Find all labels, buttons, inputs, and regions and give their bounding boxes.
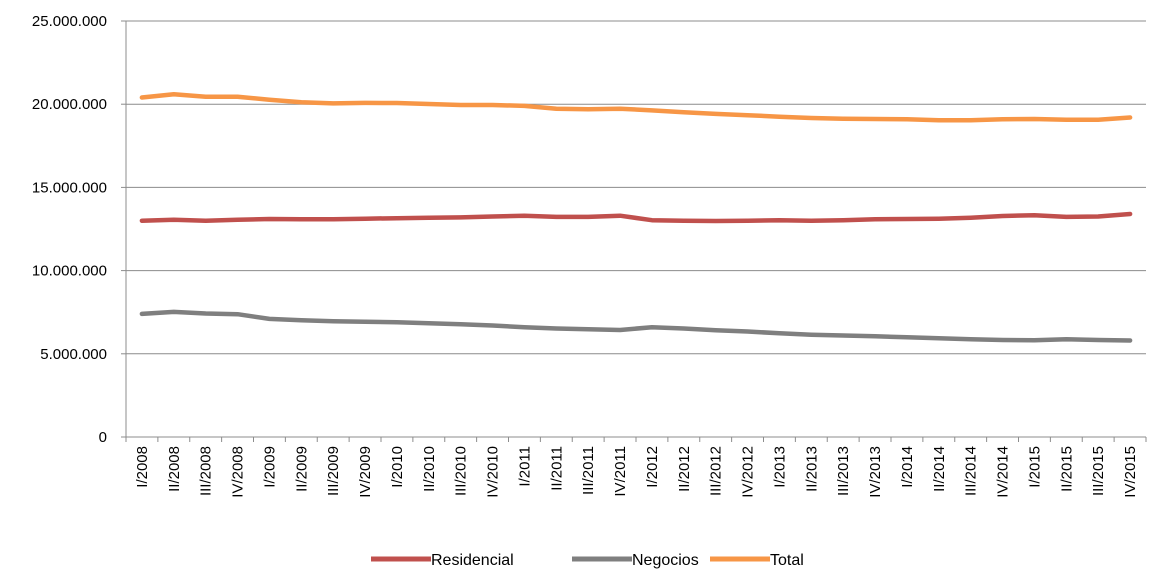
x-tick-label: IV/2015	[1122, 446, 1139, 498]
legend-label: Total	[770, 552, 804, 569]
x-tick-label: I/2015	[1026, 446, 1043, 488]
legend-item-residencial: Residencial	[371, 552, 514, 569]
x-tick-label: IV/2013	[867, 446, 884, 498]
x-tick-label: IV/2008	[230, 446, 247, 498]
tick-labels: 0 5.000.000 10.000.000 15.000.000 20.000.000…	[32, 13, 1139, 498]
y-tick-label: 0	[99, 429, 107, 446]
x-tick-label: IV/2014	[995, 446, 1012, 498]
x-tick-label: I/2014	[899, 446, 916, 488]
gridlines	[126, 20, 1146, 355]
series-line-negocios	[139, 309, 1133, 343]
x-tick-label: I/2013	[771, 446, 788, 488]
x-tick-label: IV/2011	[612, 446, 629, 497]
series-line-residencial	[139, 211, 1133, 224]
x-tick-label: II/2009	[293, 446, 310, 492]
y-tick-label: 15.000.000	[32, 179, 107, 196]
x-tick-label: II/2014	[931, 446, 948, 492]
x-tick-label: II/2008	[166, 446, 183, 492]
y-tick-label: 25.000.000	[32, 13, 107, 30]
x-tick-label: II/2010	[421, 446, 438, 492]
x-tick-label: I/2010	[389, 446, 406, 488]
legend-item-total: Total	[710, 552, 804, 569]
x-tick-label: III/2008	[198, 446, 215, 496]
x-tick-label: II/2013	[803, 446, 820, 492]
series-line-total	[139, 91, 1133, 123]
x-tick-label: III/2013	[835, 446, 852, 496]
x-tick-label: II/2015	[1058, 446, 1075, 492]
x-tick-label: II/2012	[676, 446, 693, 492]
legend-label: Negocios	[632, 552, 699, 569]
y-tick-label: 5.000.000	[40, 346, 107, 363]
axes	[121, 20, 1147, 442]
x-tick-label: I/2011	[516, 446, 533, 487]
x-tick-label: I/2008	[134, 446, 151, 488]
x-tick-label: III/2012	[708, 446, 725, 496]
x-tick-label: I/2009	[261, 446, 278, 488]
x-tick-label: IV/2012	[740, 446, 757, 498]
y-tick-label: 20.000.000	[32, 96, 107, 113]
legend-label: Residencial	[431, 552, 514, 569]
x-tick-label: III/2014	[963, 446, 980, 496]
x-tick-label: I/2012	[644, 446, 661, 488]
series-lines	[139, 91, 1133, 343]
x-tick-label: III/2015	[1090, 446, 1107, 496]
y-tick-label: 10.000.000	[32, 263, 107, 280]
legend-item-negocios: Negocios	[572, 552, 699, 569]
x-tick-label: III/2009	[325, 446, 342, 496]
x-tick-label: II/2011	[548, 446, 565, 491]
legend: Residencial Negocios Total	[371, 552, 804, 569]
x-tick-label: III/2010	[453, 446, 470, 496]
x-tick-label: IV/2010	[485, 446, 502, 498]
x-tick-label: III/2011	[580, 446, 597, 495]
x-tick-label: IV/2009	[357, 446, 374, 498]
